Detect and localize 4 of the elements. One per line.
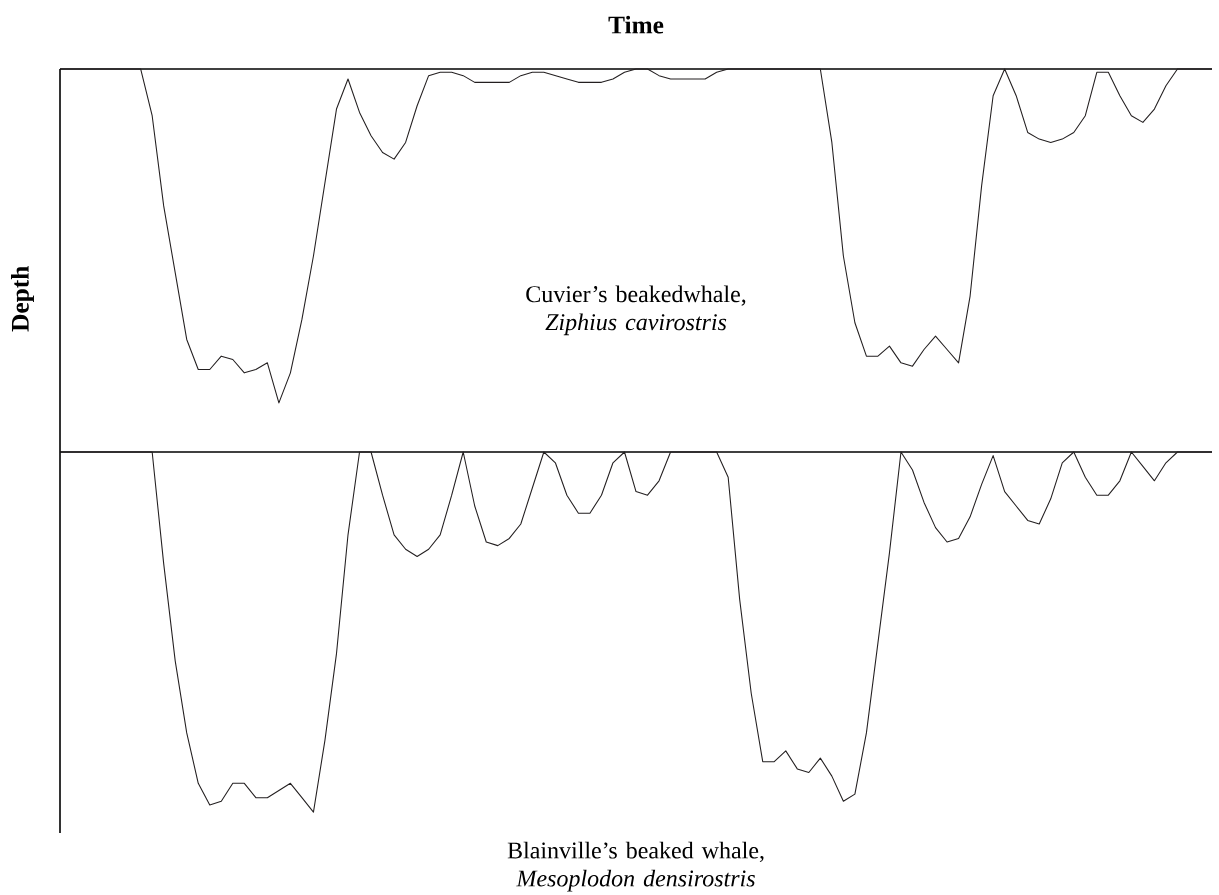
text: Blainville’s beaked whale, Mesoplodon densirostris [507,841,764,892]
y-axis-title: Depth [11,266,34,332]
annotation: Cuvier’s beakedwhale, Ziphius cavirostris [526,285,746,336]
chart-title: Time [608,15,664,34]
